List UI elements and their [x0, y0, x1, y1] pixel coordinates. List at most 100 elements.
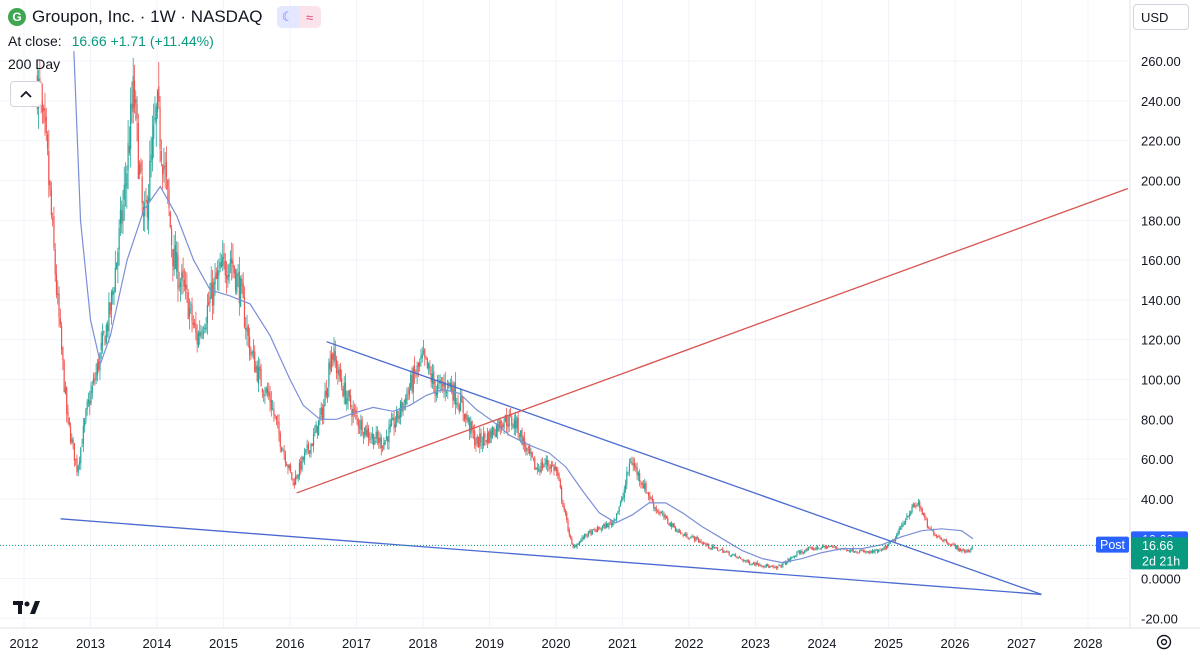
- candle-body: [857, 552, 859, 554]
- tradingview-logo[interactable]: [12, 598, 44, 621]
- candle-body: [667, 518, 669, 523]
- candle-body: [723, 551, 725, 553]
- at-close-label: At close:: [8, 33, 62, 49]
- candle-body: [740, 557, 742, 559]
- candle-body: [686, 533, 688, 538]
- candle-body: [477, 436, 480, 448]
- session-toggle[interactable]: ☾ ≈: [276, 6, 321, 28]
- candle-body: [456, 403, 458, 405]
- candle-body: [752, 562, 755, 565]
- candle-body: [612, 522, 614, 526]
- wave-icon[interactable]: ≈: [298, 6, 321, 28]
- candle-body: [305, 449, 307, 453]
- currency-selector[interactable]: USD: [1133, 4, 1189, 30]
- settings-icon[interactable]: [1155, 633, 1173, 656]
- candle-body: [871, 550, 873, 553]
- candle-body: [121, 210, 123, 224]
- candle-body: [411, 375, 413, 391]
- candle-body: [357, 418, 359, 427]
- candle-body: [820, 547, 822, 550]
- candle-body: [151, 137, 153, 160]
- candle-body: [375, 431, 377, 440]
- candle-body: [911, 506, 913, 512]
- candle-body: [489, 429, 491, 444]
- candle-body: [77, 465, 79, 473]
- candle-body: [862, 550, 865, 552]
- candle-body: [745, 560, 747, 562]
- candle-body: [766, 564, 769, 567]
- candle-body: [430, 372, 432, 382]
- candle-body: [910, 511, 912, 515]
- candle-body: [123, 184, 125, 200]
- candle-body: [616, 513, 618, 520]
- ma-indicator-label[interactable]: 200 Day: [8, 56, 61, 72]
- candle-body: [465, 414, 467, 419]
- candle-body: [898, 528, 900, 534]
- candle-body: [782, 562, 784, 567]
- candle-body: [639, 473, 641, 482]
- candle-body: [812, 548, 815, 550]
- candle-body: [765, 564, 767, 567]
- candle-body: [60, 325, 63, 350]
- candle-body: [772, 566, 774, 568]
- candle-body: [559, 480, 561, 488]
- candle-body: [906, 515, 908, 520]
- moon-icon[interactable]: ☾: [276, 6, 299, 28]
- candle-body: [222, 256, 224, 266]
- candle-body: [229, 259, 232, 264]
- candle-body: [462, 401, 464, 414]
- candle-body: [567, 520, 569, 531]
- collapse-legend-button[interactable]: [10, 81, 42, 107]
- trend-line[interactable]: [326, 341, 1042, 596]
- candle-body: [399, 402, 402, 418]
- candle-body: [763, 565, 765, 567]
- candle-body: [954, 544, 957, 549]
- candle-body: [347, 391, 349, 401]
- candle-body: [416, 365, 418, 375]
- candle-body: [540, 462, 542, 473]
- candle-body: [925, 518, 927, 520]
- candle-body: [792, 556, 794, 558]
- candle-body: [809, 547, 811, 549]
- candle-body: [237, 274, 239, 276]
- candle-body: [637, 472, 639, 476]
- candle-body: [471, 421, 473, 431]
- candle-body: [532, 457, 535, 459]
- candle-body: [255, 366, 257, 371]
- candle-body: [539, 469, 541, 472]
- trend-line[interactable]: [60, 518, 1042, 596]
- candle-body: [325, 390, 327, 397]
- candle-body: [626, 472, 628, 484]
- candle-body: [860, 550, 862, 552]
- candle-body: [463, 413, 466, 421]
- candle-body: [303, 452, 306, 460]
- candle-body: [113, 291, 115, 295]
- grid-lines: [0, 0, 1130, 628]
- trend-line[interactable]: [296, 187, 1129, 494]
- candle-body: [412, 368, 414, 393]
- candle-body: [219, 262, 221, 269]
- candle-body: [917, 501, 920, 505]
- candle-body: [146, 200, 148, 218]
- candle-body: [846, 548, 848, 552]
- time-axis[interactable]: 2012 2013 2014 2015 2016 2017 2018 2019 2020 2021…: [10, 636, 1103, 651]
- candle-body: [557, 469, 559, 476]
- candle-body: [647, 492, 650, 497]
- candle-body: [704, 542, 706, 544]
- trend-lines[interactable]: [60, 187, 1129, 596]
- candle-body: [761, 566, 764, 567]
- candle-body: [438, 382, 440, 383]
- candle-body: [573, 546, 576, 548]
- candle-body: [683, 535, 685, 536]
- candle-body: [858, 550, 861, 553]
- price-axis[interactable]: 260.00 240.00 220.00 200.00 180.00 160.00 140.…: [1141, 54, 1181, 626]
- candle-body: [367, 428, 370, 439]
- candle-body: [884, 545, 886, 549]
- y-tick-label: 180.00: [1141, 213, 1181, 228]
- candle-body: [896, 534, 898, 539]
- symbol-title[interactable]: Groupon, Inc. · 1W · NASDAQ: [32, 7, 263, 26]
- candle-body: [126, 173, 128, 189]
- candle-body: [552, 465, 554, 467]
